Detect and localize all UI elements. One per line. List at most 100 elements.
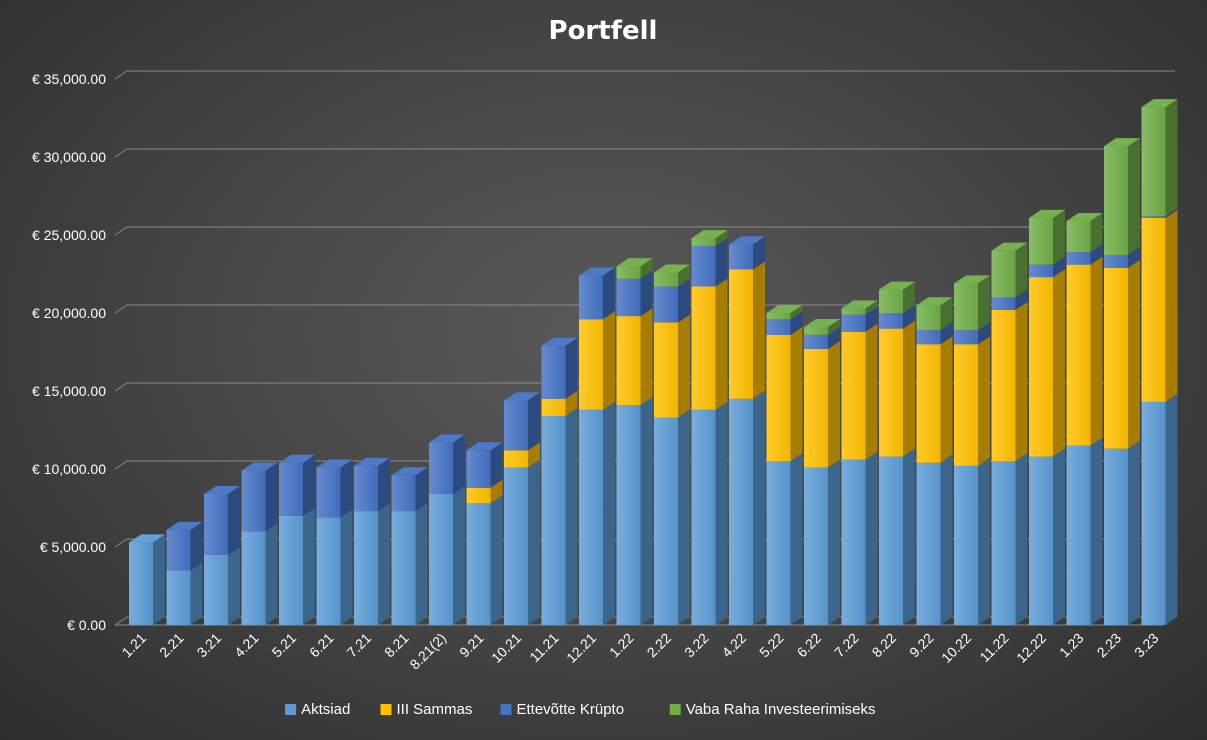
bar-segment-aktsiad [204,546,240,625]
bar-side [940,336,953,463]
bar-side [528,459,540,625]
bar-front [766,313,791,320]
bar-segment-iii-sammas [729,261,765,399]
y-axis-tick-labels: € 0.00 € 5,000.00 € 10,000.00 € 15,000.00 € … [32,71,106,633]
bar-side [790,326,803,462]
bar-front [1066,220,1091,253]
y-tick-label: € 30,000.00 [32,149,106,165]
bar-side [828,326,840,349]
bar-side [1015,289,1028,310]
bar-segment-iii-sammas [654,314,690,418]
bar-top [1104,138,1140,147]
x-tick-label: 1.22 [606,630,637,661]
gridline [114,226,1175,236]
bar-segment-aktsiad [541,407,578,625]
bar-segment-ettev-tte-kr-pto [429,434,465,494]
bar-side [640,308,653,406]
x-tick-label: 12.21 [563,630,599,666]
legend: Aktsiad III Sammas Ettevõtte Krüpto Vaba Ra… [285,701,876,718]
bar-side [903,281,915,313]
bar-side [1053,269,1065,457]
bar-segment-iii-sammas [991,301,1028,462]
bar-top [841,300,878,309]
bar-side [678,409,690,625]
bar-side [1015,301,1028,462]
bar-segment-ettev-tte-kr-pto [804,326,840,349]
bar-segment-aktsiad [729,390,765,625]
bar-front [879,456,903,625]
x-tick-label: 12.22 [1013,630,1049,666]
bar-side [828,340,840,468]
bar-front [1141,107,1166,217]
bar-segment-ettev-tte-kr-pto [279,454,315,516]
bar-front [841,314,866,332]
bar-front [391,475,416,512]
bar-top [804,319,840,328]
legend-item-1: Aktsiad [285,701,350,718]
bar-segment-aktsiad [166,562,203,625]
bar-side [265,462,278,532]
bar-front [466,503,491,625]
x-tick-label: 11.22 [976,630,1012,666]
bar-side [303,507,315,625]
bar-side [790,305,803,320]
bar-front [654,417,678,625]
bar-front [1104,255,1128,268]
bar-front [804,467,828,625]
bar-side [340,459,353,518]
x-tick-label: 1.23 [1056,630,1087,661]
bar-stack-6.22 [804,319,840,625]
bar-side [1165,209,1178,402]
bar-side [1128,247,1140,268]
bar-front [616,405,641,625]
bar-top [204,485,240,494]
bar-top [579,267,615,276]
bar-side [1090,212,1103,253]
bar-top [954,275,990,284]
bar-front [879,289,903,313]
legend-swatch [669,704,681,715]
legend-swatch [285,704,297,715]
bar-front [241,531,266,625]
bar-side [453,434,465,494]
bar-segment-iii-sammas [1066,256,1103,446]
x-tick-label: 10.21 [488,630,524,666]
y-tick-label: € 25,000.00 [32,227,106,243]
bar-front [991,461,1016,625]
bar-segment-iii-sammas [1029,269,1065,457]
bar-side [1128,440,1140,625]
bar-top [879,281,915,290]
bar-front [1141,217,1166,402]
bar-segment-iii-sammas [804,340,840,468]
bar-segment-vaba-raha-investeerimiseks [691,230,728,246]
x-tick-label: 7.21 [344,630,375,661]
bar-top [729,236,765,245]
bar-front [466,487,491,504]
bar-segment-ettev-tte-kr-pto [691,237,728,287]
y-tick-label: € 5,000.00 [40,539,106,555]
bar-front [991,250,1016,298]
legend-item-2: III Sammas [380,701,472,718]
bar-side [828,459,840,625]
bar-segment-iii-sammas [504,442,540,468]
bar-front [916,344,941,463]
bar-segment-vaba-raha-investeerimiseks [1141,99,1178,217]
bar-front [616,278,641,317]
bar-front [1029,456,1053,625]
bar-side [1128,138,1140,256]
x-tick-label: 8.22 [869,630,900,661]
bar-segment-ettev-tte-kr-pto [204,485,240,555]
bar-side [603,267,615,320]
bar-front [166,570,191,625]
bar-segment-vaba-raha-investeerimiseks [954,275,990,331]
bar-top [1029,209,1065,218]
bar-top [991,242,1028,251]
bar-front [766,319,791,335]
bar-top [1066,212,1103,221]
bar-segment-iii-sammas [916,336,953,463]
bar-side [940,454,953,625]
x-tick-label: 3.22 [681,630,712,661]
bar-stack-10.22 [954,275,990,625]
bar-segment-vaba-raha-investeerimiseks [616,258,653,279]
bar-segment-iii-sammas [691,278,728,410]
